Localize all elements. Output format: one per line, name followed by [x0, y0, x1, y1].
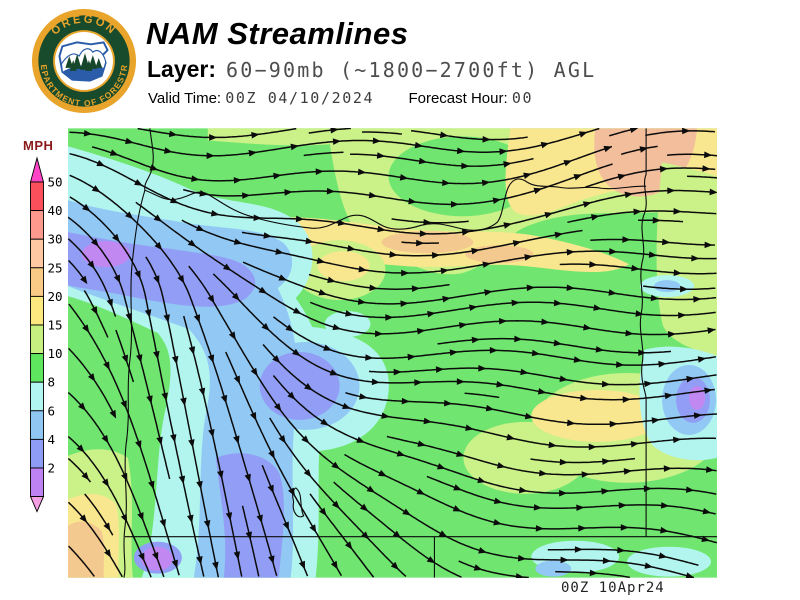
layer-row: Layer: 60−90mb (~1800−2700ft) AGL: [147, 56, 596, 83]
legend-band: [30, 324, 44, 355]
legend-tick-label: 4: [48, 432, 56, 447]
legend-band: [30, 267, 44, 297]
legend-band: [30, 467, 44, 498]
valid-time-row: Valid Time: 00Z 04/10/2024 Forecast Hour…: [148, 89, 533, 107]
legend-tick-label: 8: [48, 375, 56, 390]
forecast-hour-value: 00: [511, 89, 534, 107]
legend-band: [30, 410, 44, 440]
legend-band: [30, 238, 44, 269]
page-title: NAM Streamlines: [146, 16, 409, 51]
layer-label: Layer:: [147, 56, 217, 82]
legend-tick-label: 10: [48, 346, 63, 361]
legend-tick-label: 20: [48, 289, 63, 304]
legend-band: [30, 181, 44, 212]
legend-tick-label: 2: [48, 461, 56, 476]
forecast-hour-label: Forecast Hour:: [408, 90, 508, 107]
legend-band: [30, 381, 44, 412]
streamline-arrowheads: [76, 128, 717, 578]
odf-logo: OREGON DEPARTMENT OF FORESTRY: [30, 7, 137, 114]
legend-arrow-bottom: [29, 496, 45, 513]
layer-value: 60−90mb (~1800−2700ft) AGL: [226, 58, 597, 82]
legend-band: [30, 210, 44, 240]
legend-tick-label: 30: [48, 232, 63, 247]
legend-band: [30, 353, 44, 383]
valid-time-label: Valid Time:: [148, 90, 222, 107]
legend-band: [30, 438, 44, 469]
legend-arrow-top: [29, 156, 45, 183]
legend-units-label: MPH: [23, 138, 54, 153]
legend-tick-label: 6: [48, 403, 56, 418]
legend-tick-label: 40: [48, 203, 63, 218]
legend-tick-label: 50: [48, 175, 63, 190]
trees-icon: [65, 53, 103, 71]
legend-tick-label: 15: [48, 318, 63, 333]
legend-tick-label: 25: [48, 260, 63, 275]
valid-time-value: 00Z 04/10/2024: [225, 89, 375, 107]
legend-band: [30, 295, 44, 326]
streamline-map: [68, 128, 717, 578]
map-timestamp: 00Z 10Apr24: [561, 580, 665, 596]
wind-speed-legend: 50 40 30 25 20 15 10 8 6 4 2: [29, 156, 63, 513]
